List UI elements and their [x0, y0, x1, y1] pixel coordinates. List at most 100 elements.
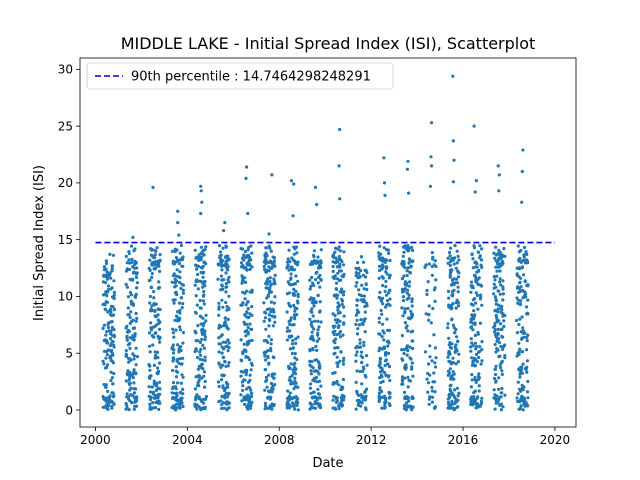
data-point: [451, 323, 455, 327]
data-point: [102, 302, 106, 306]
data-point: [497, 376, 501, 380]
data-point: [226, 338, 230, 342]
data-point: [357, 288, 361, 292]
y-tick-label: 30: [58, 63, 73, 77]
data-point: [125, 338, 129, 342]
data-point: [269, 282, 273, 286]
data-point: [406, 397, 410, 401]
data-point: [336, 271, 340, 275]
data-point: [149, 395, 153, 399]
data-point: [425, 292, 429, 296]
data-point: [478, 283, 482, 287]
data-point: [516, 244, 520, 248]
data-point: [181, 288, 185, 292]
data-point: [523, 397, 527, 401]
data-point: [382, 181, 387, 185]
data-point: [157, 380, 162, 384]
data-point: [407, 191, 411, 195]
data-point: [194, 294, 198, 298]
data-point: [456, 394, 460, 398]
data-point: [316, 387, 320, 391]
data-point: [296, 385, 300, 389]
data-point: [171, 395, 175, 400]
data-point: [264, 327, 268, 331]
data-point: [246, 248, 250, 252]
data-point: [379, 373, 383, 377]
data-point: [250, 338, 254, 343]
data-point: [285, 402, 289, 406]
data-point: [380, 312, 384, 316]
data-point: [179, 286, 183, 290]
data-point: [223, 316, 227, 320]
data-point: [495, 336, 499, 340]
data-point: [296, 301, 300, 305]
data-point: [172, 404, 176, 408]
data-point: [410, 361, 414, 365]
data-point: [175, 391, 179, 395]
data-point: [499, 408, 503, 412]
data-point: [473, 265, 478, 269]
data-point: [380, 366, 384, 371]
data-point: [469, 402, 473, 407]
data-point: [150, 385, 154, 389]
data-point: [151, 185, 155, 189]
data-point: [312, 253, 316, 257]
data-point: [227, 341, 231, 345]
data-point: [492, 376, 497, 381]
data-point: [291, 346, 296, 350]
data-point: [219, 250, 223, 254]
y-tick-label: 15: [58, 233, 73, 247]
data-point: [432, 263, 436, 267]
data-point: [287, 319, 291, 324]
data-point: [525, 252, 529, 256]
data-point: [288, 375, 292, 379]
data-point: [378, 290, 382, 294]
data-point: [447, 396, 452, 400]
data-point: [134, 311, 138, 316]
data-point: [356, 298, 360, 302]
data-point: [525, 305, 529, 309]
data-point: [294, 341, 298, 345]
scatter-points: [101, 74, 530, 412]
data-point: [202, 346, 207, 350]
data-point: [336, 364, 340, 369]
data-point: [380, 256, 384, 260]
data-point: [265, 279, 269, 284]
data-point: [446, 326, 450, 330]
data-point: [178, 258, 183, 262]
data-point: [360, 361, 364, 365]
data-point: [285, 292, 289, 296]
data-point: [518, 347, 522, 351]
data-point: [469, 317, 473, 321]
data-point: [288, 322, 292, 327]
data-point: [526, 379, 530, 384]
data-point: [201, 285, 205, 289]
data-point: [403, 321, 407, 325]
data-point: [448, 360, 453, 364]
data-point: [457, 258, 461, 262]
data-point: [497, 341, 502, 345]
data-point: [245, 310, 249, 314]
data-point: [269, 349, 273, 353]
data-point: [383, 257, 387, 262]
data-point: [387, 374, 391, 378]
data-point: [498, 253, 502, 257]
data-point: [446, 373, 450, 377]
data-point: [342, 356, 346, 360]
data-point: [295, 251, 299, 255]
data-point: [201, 299, 206, 303]
y-axis-label: Initial Spread Index (ISI): [32, 165, 47, 321]
data-point: [332, 255, 336, 260]
data-point: [454, 306, 458, 310]
data-point: [360, 382, 364, 386]
data-point: [178, 308, 182, 313]
data-point: [515, 354, 519, 358]
data-point: [104, 383, 108, 387]
data-point: [447, 250, 452, 255]
data-point: [268, 280, 272, 284]
data-point: [223, 389, 227, 393]
data-point: [153, 331, 157, 335]
data-point: [317, 372, 321, 376]
data-point: [316, 319, 320, 323]
data-point: [494, 245, 498, 249]
